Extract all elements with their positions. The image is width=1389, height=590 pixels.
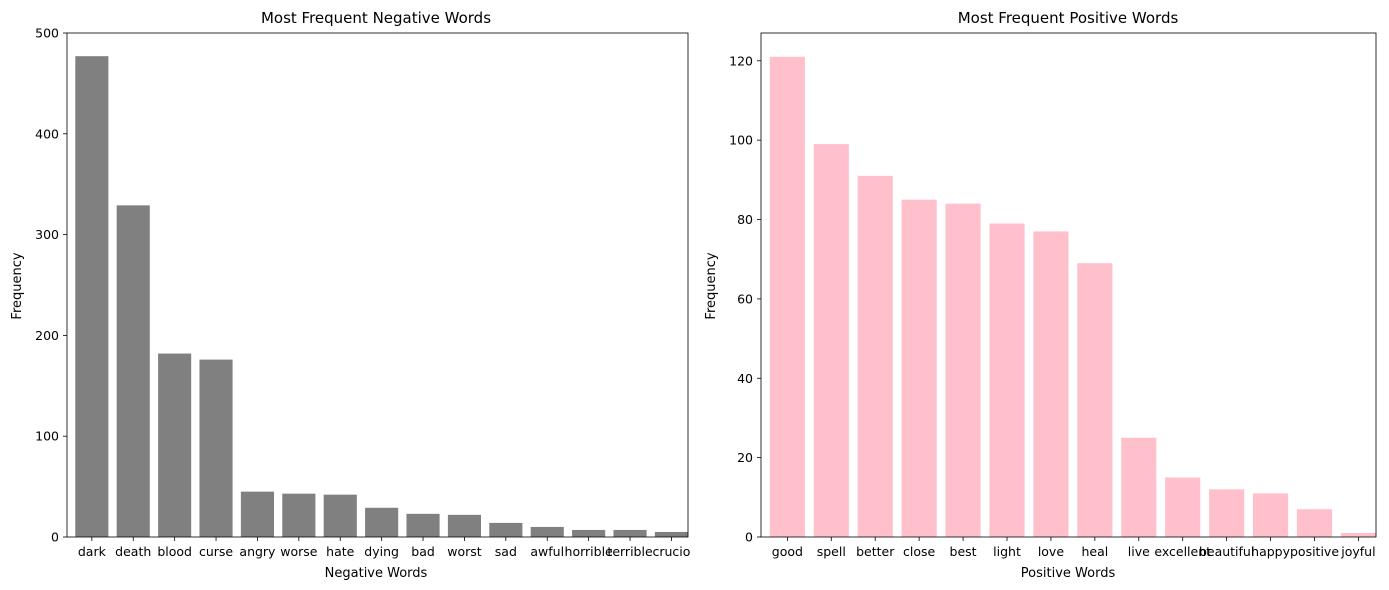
x-tick-label: close (903, 544, 936, 559)
bar-spell (813, 144, 849, 537)
y-tick-label: 500 (35, 26, 59, 41)
bar-live (1121, 437, 1157, 537)
bar-light (989, 223, 1025, 537)
x-tick-label: angry (239, 544, 276, 559)
x-tick-label: worse (280, 544, 318, 559)
x-axis-label: Negative Words (325, 566, 428, 581)
y-tick-label: 100 (35, 429, 59, 444)
y-tick-label: 20 (737, 450, 753, 465)
x-tick-label: heal (1081, 544, 1108, 559)
bar-bad (406, 513, 440, 537)
bar-dying (365, 507, 399, 537)
x-tick-label: better (856, 544, 895, 559)
y-tick-label: 400 (35, 126, 59, 141)
x-tick-label: dying (364, 544, 399, 559)
bar-joyful (1340, 533, 1376, 537)
bar-worse (282, 493, 316, 537)
bar-love (1033, 231, 1069, 537)
bar-better (857, 175, 893, 537)
x-tick-label: crucio (652, 544, 690, 559)
x-tick-label: love (1038, 544, 1065, 559)
x-tick-label: terrible (607, 544, 653, 559)
bar-death (116, 205, 150, 538)
y-axis-label: Frequency (704, 252, 719, 319)
x-tick-label: good (772, 544, 803, 559)
negative-words-chart: Most Frequent Negative Words Negative Wo… (10, 9, 690, 581)
x-tick-label: bad (411, 544, 435, 559)
bar-angry (240, 491, 274, 537)
y-tick-label: 120 (729, 53, 753, 68)
x-tick-label: horrible (565, 544, 614, 559)
y-tick-label: 300 (35, 227, 59, 242)
x-tick-label: sad (495, 544, 517, 559)
bar-crucio (654, 531, 688, 537)
plot-frame (760, 32, 1377, 538)
bars (769, 56, 1376, 537)
y-tick-label: 0 (745, 530, 753, 545)
x-tick-label: light (993, 544, 1021, 559)
bar-heal (1077, 263, 1113, 537)
x-axis-label: Positive Words (1021, 566, 1116, 581)
x-tick-label: awful (530, 544, 564, 559)
x-tick-label: blood (157, 544, 192, 559)
positive-words-chart: Most Frequent Positive Words Positive Wo… (704, 9, 1377, 581)
x-tick-label: best (950, 544, 977, 559)
bar-hate (323, 494, 357, 537)
x-tick-label: worst (447, 544, 482, 559)
x-tick-label: live (1128, 544, 1150, 559)
bar-worst (447, 514, 481, 537)
bar-blood (158, 353, 192, 537)
x-tick-label: excellent (1154, 544, 1211, 559)
bar-close (901, 199, 937, 537)
bar-excellent (1165, 477, 1201, 537)
bars (75, 56, 688, 538)
x-tick-label: death (115, 544, 151, 559)
y-tick-label: 80 (737, 212, 753, 227)
bar-sad (489, 522, 523, 537)
bar-positive (1296, 509, 1333, 537)
bar-dark (75, 56, 109, 538)
x-tick-label: beautiful (1199, 544, 1254, 559)
x-tick-label: happy (1251, 544, 1290, 559)
y-axis-ticks: 0 20 40 60 80 100 120 (729, 53, 761, 545)
bar-curse (199, 359, 233, 537)
y-tick-label: 100 (729, 133, 753, 148)
y-tick-label: 0 (51, 530, 59, 545)
bar-beautiful (1209, 489, 1245, 537)
bar-good (769, 56, 805, 537)
bar-horrible (572, 529, 606, 537)
y-axis-label: Frequency (10, 252, 25, 319)
chart-title: Most Frequent Positive Words (958, 9, 1179, 27)
bar-terrible (613, 529, 647, 537)
bar-best (945, 203, 981, 537)
plot-frame (66, 32, 689, 538)
x-tick-label: joyful (1340, 544, 1375, 559)
chart-title: Most Frequent Negative Words (261, 9, 491, 27)
y-tick-label: 60 (737, 291, 753, 306)
x-tick-label: spell (817, 544, 846, 559)
x-tick-label: hate (326, 544, 354, 559)
bar-awful (530, 526, 564, 537)
x-tick-label: positive (1290, 544, 1339, 559)
y-axis-ticks: 0 100 200 300 400 500 (35, 26, 67, 545)
y-tick-label: 200 (35, 328, 59, 343)
x-axis-ticks: dark death blood curse angry worse hate dying ba… (78, 537, 690, 559)
x-tick-label: curse (199, 544, 233, 559)
x-tick-label: dark (78, 544, 107, 559)
bar-happy (1253, 493, 1289, 537)
y-tick-label: 40 (737, 371, 753, 386)
x-axis-ticks: good spell better close best light love heal liv… (772, 537, 1376, 559)
